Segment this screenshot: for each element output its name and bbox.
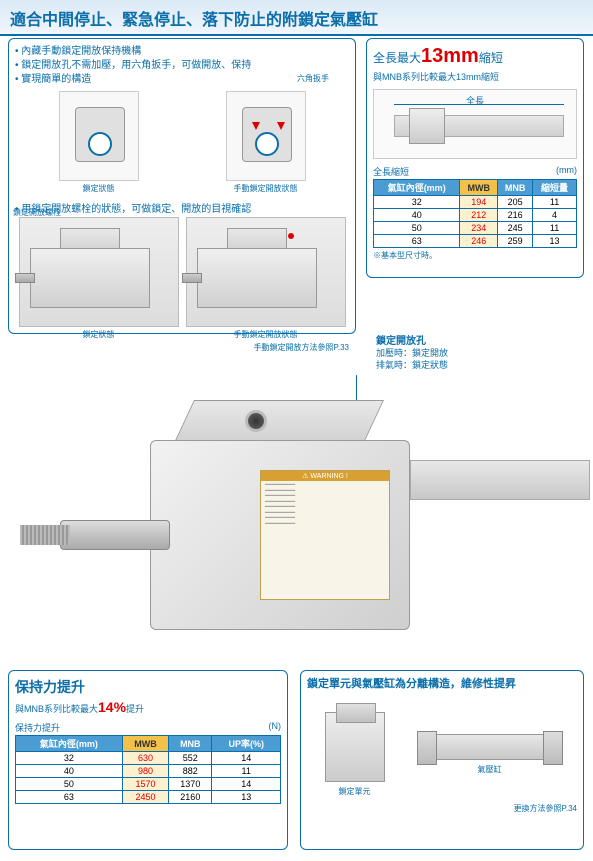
cylinder-diagram-open: 手動鎖定開放狀態 [186,217,346,340]
callout-line: 排氣時：鎖定狀態 [376,360,448,372]
cyl-label: 鎖定狀態 [19,329,179,340]
lock-release-port-icon [245,410,267,432]
separate-title: 鎖定單元與氣壓缸為分離構造，維修性提昇 [307,677,577,691]
title-value: 13mm [421,45,479,67]
th-up: UP率(%) [212,736,281,752]
table-row: 3219420511 [374,196,577,209]
caption-unit: (N) [269,721,282,734]
table-row: 402122164 [374,209,577,222]
table-row: 6324625913 [374,235,577,248]
title-prefix: 全長最大 [373,51,421,65]
length-table: 氣缸內徑(mm) MWB MNB 縮短量 3219420511 40212216… [373,179,577,248]
callout-lock-port: 鎖定開放孔 加壓時：鎖定開放 排氣時：鎖定狀態 [376,335,448,371]
th-mnb: MNB [498,180,533,196]
sub-prefix: 與MNB系列比較最大 [15,704,98,714]
bullet-visual-confirm: 用鎖定開放螺栓的狀態，可做鎖定、開放的目視確認 [15,200,349,215]
table-row: 501570137014 [16,778,281,791]
panel-manual-lock: 內藏手動鎖定開放保持機構 鎖定開放孔不需加壓，用六角扳手，可做開放、保持 實現簡… [8,38,356,334]
length-table-note: ※基本型尺寸時。 [373,250,577,261]
th-bore: 氣缸內徑(mm) [374,180,460,196]
table-header-row: 氣缸內徑(mm) MWB MNB 縮短量 [374,180,577,196]
th-mwb: MWB [460,180,498,196]
cylinder-diagram: 氣壓缸 [420,734,560,775]
sub-suffix: 提升 [126,704,144,714]
cylinder-diagram-locked: 鎖定狀態 [19,217,179,340]
length-table-caption: 全長縮短 (mm) [373,165,577,178]
table-row: 632450216013 [16,791,281,804]
warning-label-plate: ⚠ WARNING ! ━━━━━━━━━━━━━━━━━━━━━━━━━━━━… [260,470,390,600]
warning-header: ⚠ WARNING ! [261,471,389,481]
length-title: 全長最大13mm縮短 [373,45,577,68]
mech-diagram-open: 手動鎖定開放狀態 [226,91,306,194]
holding-title: 保持力提升 [15,677,281,697]
table-header-row: 氣缸內徑(mm) MWB MNB UP率(%) [16,736,281,752]
cyl-label: 手動鎖定開放狀態 [186,329,346,340]
th-bore: 氣缸內徑(mm) [16,736,123,752]
callout-title: 鎖定開放孔 [376,335,448,348]
replace-method-ref: 更換方法參照P.34 [307,803,577,814]
manual-method-ref: 手動鎖定開放方法參照P.33 [15,342,349,353]
th-mnb: MNB [169,736,212,752]
callout-line: 加壓時：鎖定開放 [376,348,448,360]
cylinder-label: 氣壓缸 [420,764,560,775]
th-reduce: 縮短量 [533,180,577,196]
product-photo: ⚠ WARNING ! ━━━━━━━━━━━━━━━━━━━━━━━━━━━━… [80,380,520,660]
separate-diagram: 鎖定單元 氣壓缸 [307,709,577,799]
caption-unit: (mm) [556,165,577,178]
sub-value: 14% [98,699,126,715]
caption-left: 保持力提升 [15,721,60,734]
bullet-item: 內藏手動鎖定開放保持機構 [15,45,349,59]
lock-unit-label: 鎖定單元 [325,786,385,797]
lock-unit-diagram: 鎖定單元 [325,712,385,797]
title-suffix: 縮短 [479,51,503,65]
mech-diagram-locked: 鎖定狀態 [59,91,139,194]
page-header: 適合中間停止、緊急停止、落下防止的附鎖定氣壓缸 [0,0,593,36]
length-diagram: 全長 [373,89,577,159]
holding-table-caption: 保持力提升 (N) [15,721,281,734]
table-row: 4098088211 [16,765,281,778]
panel-holding-force: 保持力提升 與MNB系列比較最大14%提升 保持力提升 (N) 氣缸內徑(mm)… [8,670,288,850]
mech-label: 手動鎖定開放狀態 [226,183,306,194]
mech-label: 鎖定狀態 [59,183,139,194]
wrench-label: 六角扳手 [297,73,329,84]
cylinder-diagrams: 鎖定狀態 手動鎖定開放狀態 [15,217,349,340]
table-row: 5023424511 [374,222,577,235]
mechanism-diagrams: 鎖定狀態 手動鎖定開放狀態 [15,91,349,194]
panel-separate-structure: 鎖定單元與氣壓缸為分離構造，維修性提昇 鎖定單元 氣壓缸 更換方法參照P.34 [300,670,584,850]
caption-left: 全長縮短 [373,165,409,178]
length-diagram-label: 全長 [374,94,576,107]
bullet-item: 鎖定開放孔不需加壓，用六角扳手，可做開放、保持 [15,59,349,73]
page-title: 適合中間停止、緊急停止、落下防止的附鎖定氣壓缸 [10,6,583,30]
panel-length-reduction: 全長最大13mm縮短 與MNB系列比較最大13mm縮短 全長 全長縮短 (mm)… [366,38,584,278]
table-row: 3263055214 [16,752,281,765]
holding-table: 氣缸內徑(mm) MWB MNB UP率(%) 3263055214 40980… [15,735,281,804]
holding-subtitle: 與MNB系列比較最大14%提升 [15,699,281,715]
th-mwb: MWB [122,736,169,752]
length-subtitle: 與MNB系列比較最大13mm縮短 [373,70,577,83]
